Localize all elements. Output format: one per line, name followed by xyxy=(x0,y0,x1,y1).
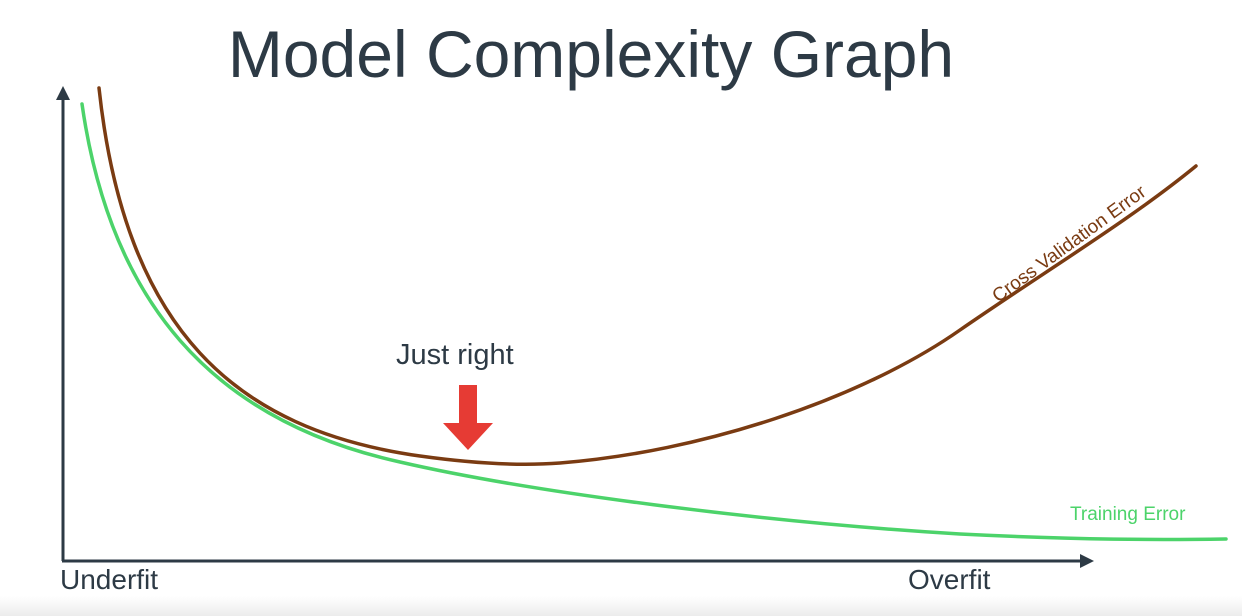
bottom-shade xyxy=(0,596,1242,616)
x-axis-arrowhead xyxy=(1080,554,1094,568)
just-right-arrow-icon xyxy=(443,385,493,450)
overfit-label: Overfit xyxy=(908,564,991,595)
y-axis-arrowhead xyxy=(56,86,70,100)
cross-validation-error-label: Cross Validation Error xyxy=(989,181,1151,307)
training-error-curve xyxy=(80,102,1228,542)
training-error-label: Training Error xyxy=(1070,504,1186,525)
just-right-label: Just right xyxy=(396,339,514,371)
underfit-label: Underfit xyxy=(60,564,159,595)
page-title: Model Complexity Graph xyxy=(227,17,955,91)
cross-validation-error-curve xyxy=(97,86,1198,466)
